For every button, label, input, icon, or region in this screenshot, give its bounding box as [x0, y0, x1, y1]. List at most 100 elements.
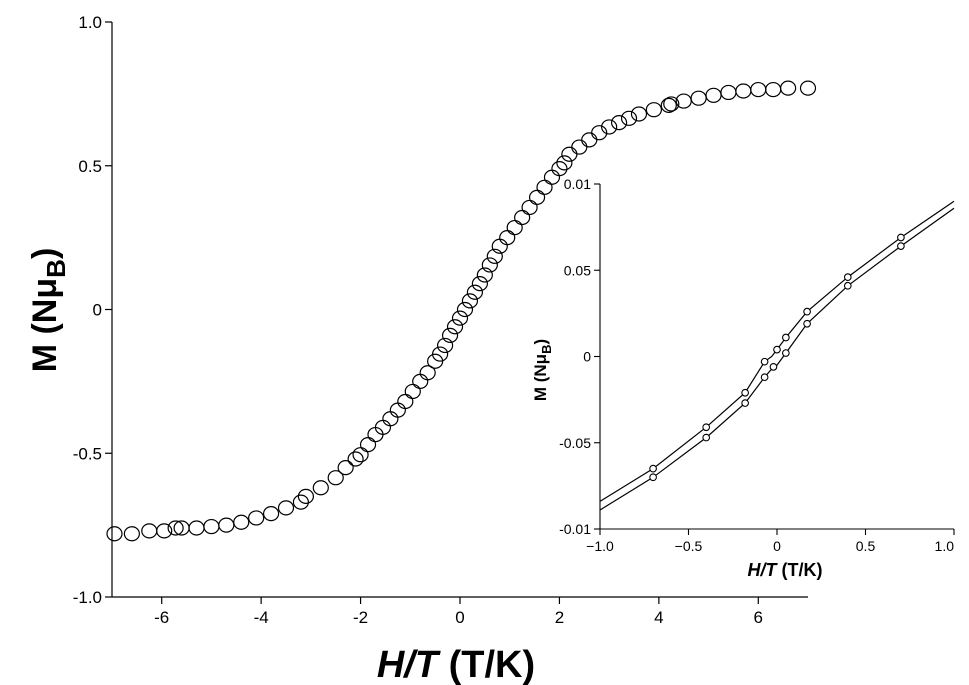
main-y-tick-label: -1.0	[73, 588, 102, 607]
main-data-point	[456, 301, 474, 318]
inset-data-points	[649, 233, 905, 482]
inset-data-point	[781, 349, 790, 357]
main-data-point	[167, 520, 184, 536]
main-data-point	[327, 470, 344, 486]
inset-x-tick-label: 0.5	[856, 538, 876, 554]
inset-data-point	[741, 388, 749, 397]
main-data-point	[521, 199, 538, 216]
main-data-point	[389, 402, 406, 418]
main-data-point	[780, 80, 797, 96]
main-data-point	[262, 506, 280, 522]
main-data-point	[481, 257, 498, 273]
main-data-point	[476, 267, 493, 283]
main-data-point	[610, 115, 628, 131]
inset-y-tick-label: 0	[583, 349, 591, 365]
main-data-point	[663, 96, 680, 112]
main-data-point	[233, 514, 250, 530]
main-data-point	[106, 526, 123, 542]
main-x-tick-label: -4	[254, 608, 269, 627]
main-data-point	[292, 494, 310, 510]
inset-y-tick-label: -0.01	[559, 521, 591, 537]
inset-x-ticks: −1.0 −0.5 0 0.5 1.0	[586, 529, 955, 554]
main-data-point	[451, 310, 469, 326]
inset-x-tick-label: −0.5	[675, 538, 703, 554]
main-y-tick-label: 0	[93, 301, 102, 320]
main-data-point	[436, 337, 454, 354]
main-data-point	[441, 327, 459, 343]
inset-data-point	[760, 373, 769, 382]
inset-y-ticks: -0.01 -0.05 0 0.05 0.01	[559, 176, 600, 537]
main-data-point	[735, 83, 752, 99]
main-data-point	[556, 155, 573, 171]
main-data-point	[248, 510, 265, 526]
inset-data-point	[773, 345, 781, 354]
inset-data-point	[702, 423, 711, 432]
main-data-point	[347, 451, 364, 467]
main-data-point	[188, 520, 205, 536]
inset-y-tick-label: 0.05	[564, 262, 591, 278]
main-data-point	[720, 84, 737, 101]
main-data-point	[218, 517, 235, 533]
main-data-point	[506, 219, 523, 236]
main-data-point	[352, 447, 369, 463]
inset-data-point	[649, 473, 657, 482]
inset-data-point	[702, 433, 711, 442]
main-data-point	[277, 500, 295, 516]
main-data-point	[471, 276, 488, 292]
main-data-point	[412, 373, 429, 389]
inset-data-point	[897, 242, 905, 250]
main-data-point	[660, 97, 677, 113]
main-data-point	[203, 518, 220, 535]
inset-data-point	[897, 233, 905, 242]
main-data-point	[123, 526, 140, 542]
main-x-ticks: -6 -4 -2 0 2 4 6	[154, 597, 763, 627]
inset-data-point	[803, 307, 811, 316]
main-data-point	[750, 81, 767, 98]
inset-data-point	[803, 319, 811, 328]
main-x-axis-title: H/T (T/K)	[377, 644, 535, 685]
inset-data-point	[741, 399, 749, 407]
main-data-point	[514, 209, 531, 226]
main-data-point	[645, 102, 662, 118]
main-x-tick-label: 4	[654, 608, 663, 627]
main-x-tick-label: 6	[754, 608, 763, 627]
main-x-tick-label: -2	[353, 608, 368, 627]
main-x-tick-label: 2	[555, 608, 564, 627]
main-data-point	[461, 293, 479, 309]
main-data-point	[799, 80, 817, 96]
main-data-point	[359, 437, 377, 453]
main-data-point	[601, 119, 618, 135]
main-data-point	[337, 460, 354, 476]
main-y-tick-label: -0.5	[73, 444, 102, 463]
main-y-ticks: -1.0 -0.5 0 0.5 1.0	[73, 13, 112, 607]
main-data-point	[141, 523, 158, 539]
inset-x-tick-label: −1.0	[586, 538, 614, 554]
main-data-point	[765, 81, 782, 98]
inset-x-tick-label: 0	[773, 538, 781, 554]
main-data-point	[690, 90, 707, 106]
main-data-point	[419, 365, 436, 381]
inset-y-tick-label: -0.05	[559, 435, 591, 451]
inset-series-line-1	[599, 200, 955, 502]
main-data-point	[312, 480, 329, 496]
inset-data-point	[843, 281, 852, 290]
inset-chart: -0.01 -0.05 0 0.05 0.01 −1.0 −0.5 0 0.5 1.0 M (N…	[531, 176, 955, 580]
main-data-point	[446, 319, 464, 335]
main-data-point	[591, 125, 608, 141]
inset-y-tick-label: 0.01	[564, 176, 591, 192]
main-data-point	[571, 139, 588, 155]
inset-data-point	[649, 464, 657, 473]
inset-y-axis-title: M (NμB)	[531, 339, 554, 401]
main-data-point	[382, 411, 399, 427]
main-data-point	[466, 284, 484, 300]
main-data-point	[404, 383, 421, 400]
main-data-point	[630, 106, 648, 122]
main-data-point	[543, 169, 561, 185]
main-x-tick-label: 0	[455, 608, 464, 627]
main-data-point	[536, 179, 553, 195]
main-data-point	[499, 230, 516, 246]
main-data-point	[397, 393, 414, 410]
main-data-point	[620, 110, 638, 126]
main-data-point	[432, 346, 449, 362]
